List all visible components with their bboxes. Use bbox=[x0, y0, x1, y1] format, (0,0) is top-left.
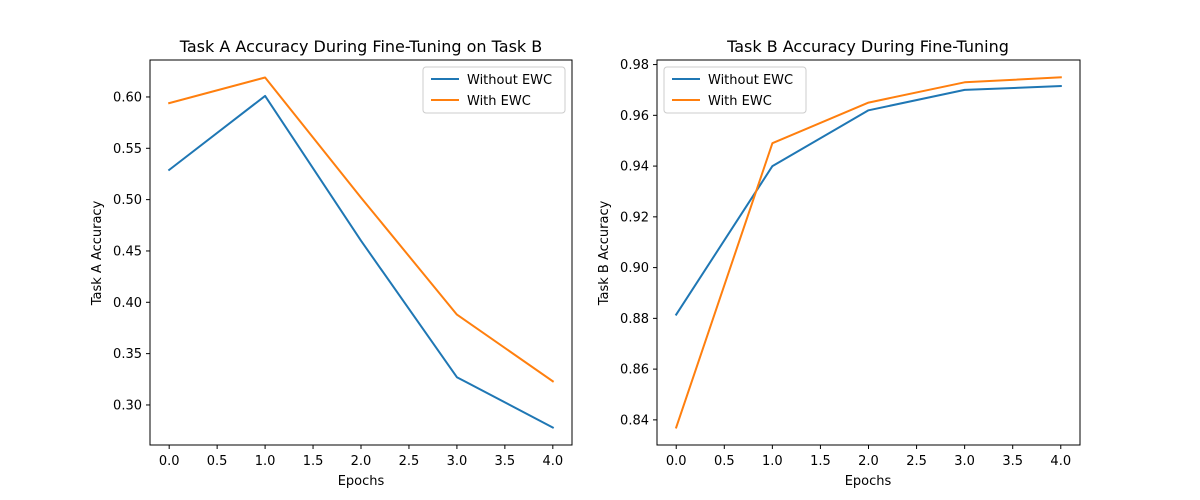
legend: Without EWC With EWC bbox=[422, 66, 566, 114]
y-axis-label: Task B Accuracy bbox=[597, 200, 612, 306]
x-tick-label: 2.0 bbox=[351, 454, 372, 469]
legend-label-without-ewc: Without EWC bbox=[467, 73, 552, 88]
x-tick-label: 1.0 bbox=[762, 454, 783, 469]
x-tick-label: 2.5 bbox=[399, 454, 420, 469]
x-axis-label: Epochs bbox=[338, 474, 385, 489]
x-tick-label: 3.0 bbox=[954, 454, 975, 469]
x-tick-label: 1.0 bbox=[255, 454, 276, 469]
x-tick-label: 0.0 bbox=[666, 454, 687, 469]
x-tick-label: 1.5 bbox=[303, 454, 324, 469]
x-tick-label: 4.0 bbox=[542, 454, 563, 469]
y-axis-label: Task A Accuracy bbox=[90, 200, 105, 306]
y-tick-label: 0.30 bbox=[113, 398, 142, 413]
series-lines bbox=[674, 76, 1062, 429]
x-tick-label: 0.5 bbox=[207, 454, 228, 469]
series-line-without-ewc bbox=[674, 85, 1062, 316]
y-tick-label: 0.86 bbox=[620, 363, 649, 378]
y-tick-label: 0.96 bbox=[620, 109, 649, 124]
chart-title: Task B Accuracy During Fine-Tuning bbox=[726, 37, 1009, 56]
y-tick-label: 0.98 bbox=[620, 58, 649, 73]
x-tick-label: 1.5 bbox=[810, 454, 831, 469]
y-tick-label: 0.94 bbox=[620, 160, 649, 175]
y-tick-label: 0.84 bbox=[620, 413, 649, 428]
y-tick-label: 0.40 bbox=[113, 296, 142, 311]
series-line-with-ewc bbox=[674, 76, 1062, 429]
x-tick-label: 2.0 bbox=[858, 454, 879, 469]
ticks: 0.0 0.5 1.0 1.5 2.0 2.5 3.0 3.5 4.0 0.84 0.86 0.88 0… bbox=[620, 58, 1071, 469]
chart-title: Task A Accuracy During Fine-Tuning on Ta… bbox=[179, 37, 542, 56]
chart-task-b-accuracy: Task B Accuracy During Fine-Tuning Epoch… bbox=[597, 37, 1081, 489]
x-tick-label: 2.5 bbox=[906, 454, 927, 469]
plot-frame bbox=[656, 59, 1081, 446]
plot-frame bbox=[149, 59, 573, 446]
y-tick-label: 0.92 bbox=[620, 210, 649, 225]
y-tick-label: 0.45 bbox=[113, 244, 142, 259]
x-tick-label: 0.0 bbox=[159, 454, 180, 469]
legend-label-without-ewc: Without EWC bbox=[708, 73, 793, 88]
y-tick-label: 0.35 bbox=[113, 347, 142, 362]
x-tick-label: 3.5 bbox=[495, 454, 516, 469]
series-lines bbox=[167, 76, 555, 429]
legend: Without EWC With EWC bbox=[663, 66, 807, 114]
x-tick-label: 3.0 bbox=[447, 454, 468, 469]
legend-label-with-ewc: With EWC bbox=[467, 94, 531, 109]
series-line-with-ewc bbox=[167, 76, 555, 383]
x-tick-label: 0.5 bbox=[714, 454, 735, 469]
x-tick-label: 4.0 bbox=[1050, 454, 1071, 469]
y-tick-label: 0.55 bbox=[113, 142, 142, 157]
x-axis-label: Epochs bbox=[845, 474, 892, 489]
y-tick-label: 0.50 bbox=[113, 193, 142, 208]
x-tick-label: 3.5 bbox=[1002, 454, 1023, 469]
series-line-without-ewc bbox=[167, 94, 555, 429]
y-tick-label: 0.60 bbox=[113, 90, 142, 105]
ticks: 0.0 0.5 1.0 1.5 2.0 2.5 3.0 3.5 4.0 0.30 0.35 0.40 0… bbox=[113, 90, 563, 469]
y-tick-label: 0.88 bbox=[620, 312, 649, 327]
y-tick-label: 0.90 bbox=[620, 261, 649, 276]
legend-label-with-ewc: With EWC bbox=[708, 94, 772, 109]
chart-task-a-accuracy: Task A Accuracy During Fine-Tuning on Ta… bbox=[90, 37, 573, 489]
